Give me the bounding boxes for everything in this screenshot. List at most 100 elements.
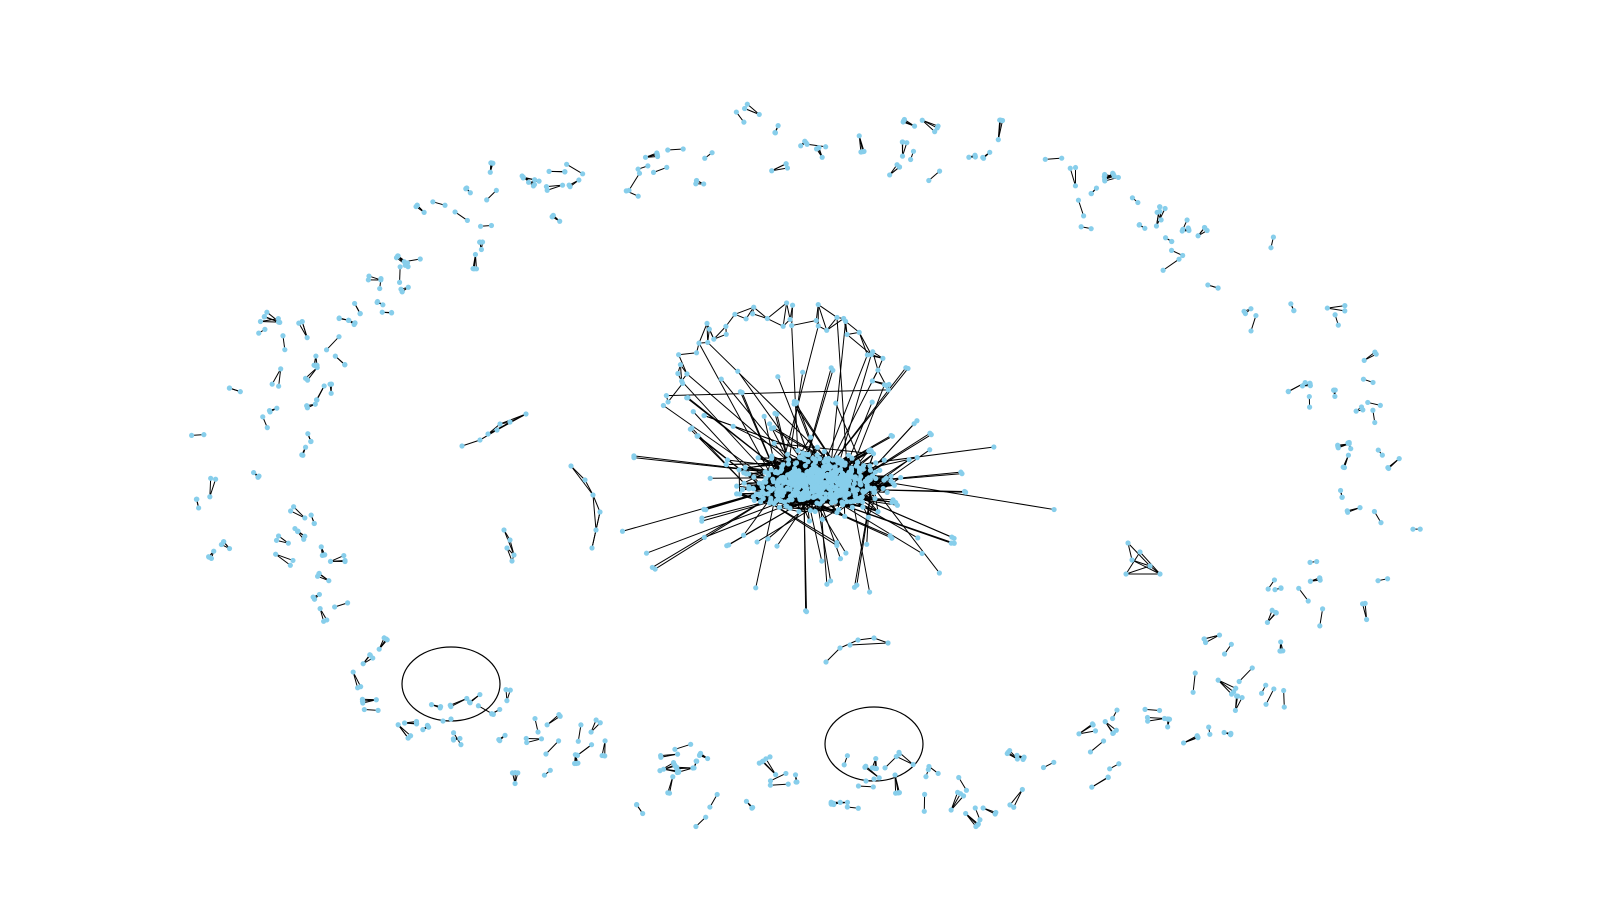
node — [1147, 563, 1153, 569]
edge — [965, 813, 978, 826]
node — [1168, 247, 1175, 253]
edge — [818, 446, 994, 471]
edge — [746, 103, 760, 115]
edge — [1091, 777, 1109, 788]
node — [295, 528, 301, 534]
node — [867, 447, 874, 453]
edge — [770, 783, 789, 786]
node — [1228, 641, 1234, 647]
node — [580, 171, 586, 177]
node — [991, 444, 997, 450]
edge — [667, 776, 674, 793]
node — [276, 383, 282, 389]
edge — [316, 385, 325, 401]
edge — [487, 413, 527, 435]
node — [448, 716, 454, 722]
node — [793, 401, 799, 407]
node — [701, 412, 707, 419]
node — [718, 376, 724, 382]
node — [753, 491, 759, 497]
node — [770, 479, 777, 485]
node — [588, 742, 595, 748]
node — [814, 452, 820, 458]
node — [1157, 204, 1163, 210]
node — [1263, 701, 1269, 707]
node — [921, 808, 927, 814]
node — [361, 706, 367, 713]
node — [269, 381, 275, 387]
node — [827, 578, 834, 584]
node — [226, 385, 233, 391]
node — [237, 389, 243, 395]
node — [494, 427, 500, 433]
node — [844, 498, 850, 505]
edge — [791, 320, 817, 327]
node — [705, 755, 711, 762]
node — [737, 491, 743, 497]
edge — [713, 326, 727, 340]
node — [764, 315, 770, 322]
node — [576, 177, 582, 183]
node — [834, 493, 841, 499]
node — [260, 414, 266, 420]
node — [1195, 233, 1201, 239]
node — [1278, 639, 1284, 645]
node — [860, 504, 866, 510]
node — [791, 491, 797, 497]
edge — [950, 795, 964, 811]
node — [843, 550, 849, 556]
node — [785, 472, 791, 478]
node — [769, 168, 775, 174]
node — [578, 722, 584, 728]
node — [780, 474, 786, 480]
node — [1335, 445, 1341, 451]
edge — [1139, 551, 1161, 575]
edge — [858, 332, 872, 355]
node — [649, 564, 655, 571]
node — [741, 119, 747, 125]
node — [1239, 694, 1245, 701]
node — [1348, 446, 1354, 452]
node — [388, 309, 395, 316]
edge — [738, 469, 741, 494]
node — [873, 460, 879, 466]
node — [919, 550, 925, 557]
node — [730, 423, 736, 429]
node — [285, 540, 291, 546]
node — [881, 457, 887, 463]
node — [208, 555, 215, 562]
node — [1221, 651, 1228, 657]
edge — [807, 143, 826, 148]
node — [751, 304, 757, 310]
node — [374, 299, 380, 306]
node — [955, 789, 961, 795]
node — [825, 458, 831, 464]
node — [375, 707, 381, 713]
node — [860, 488, 866, 494]
node — [830, 367, 836, 373]
node — [856, 133, 862, 139]
node — [226, 545, 233, 552]
node — [702, 155, 708, 161]
node — [1273, 610, 1279, 616]
node — [1307, 559, 1313, 565]
node — [864, 482, 870, 488]
edge — [1238, 667, 1253, 682]
node — [761, 479, 767, 485]
node — [804, 491, 810, 497]
edge — [744, 107, 760, 115]
node — [376, 646, 382, 652]
edge — [1090, 740, 1104, 753]
node — [774, 543, 780, 549]
node — [535, 729, 541, 735]
node — [774, 482, 780, 488]
edge — [771, 163, 787, 172]
node — [767, 782, 773, 788]
node — [837, 645, 843, 651]
node — [876, 775, 882, 781]
node — [1102, 171, 1108, 178]
node — [847, 499, 854, 505]
node — [693, 823, 699, 830]
edge — [652, 490, 781, 568]
node — [757, 499, 764, 505]
